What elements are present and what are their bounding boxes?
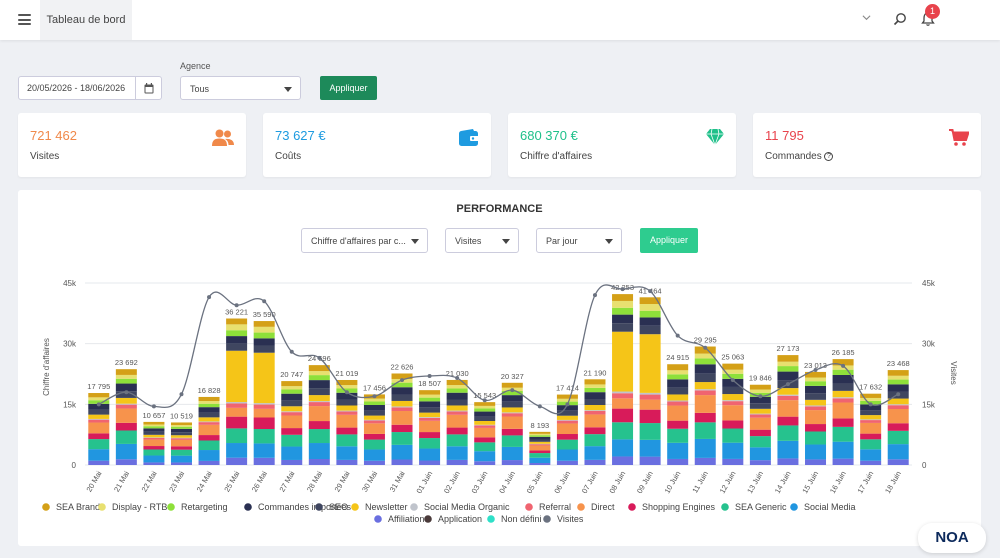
users-icon xyxy=(212,129,234,152)
apply-filters-button[interactable]: Appliquer xyxy=(320,76,377,100)
secondary-metric-select[interactable]: Visites xyxy=(445,228,519,253)
kpi-card-visits: 721 462 Visites xyxy=(18,113,246,177)
secondary-metric-value: Visites xyxy=(455,236,482,246)
kpi-visits-value: 721 462 xyxy=(30,128,77,143)
kpi-card-orders: 11 795 Commandes ? xyxy=(753,113,981,177)
performance-panel: PERFORMANCE Chiffre d'affaires par c... … xyxy=(18,190,981,546)
metric-select-value: Chiffre d'affaires par c... xyxy=(311,236,406,246)
diamond-icon xyxy=(706,128,724,150)
apply-performance-button[interactable]: Appliquer xyxy=(640,228,698,253)
kpi-revenue-value: 680 370 € xyxy=(520,128,578,143)
menu-icon[interactable] xyxy=(18,14,31,25)
notification-badge: 1 xyxy=(925,4,940,19)
kpi-orders-label-text: Commandes xyxy=(765,151,822,162)
chevron-down-icon[interactable] xyxy=(862,13,871,25)
agency-select[interactable]: Tous xyxy=(180,76,301,100)
kpi-card-revenue: 680 370 € Chiffre d'affaires xyxy=(508,113,736,177)
cart-icon xyxy=(949,129,970,152)
kpi-orders-value: 11 795 xyxy=(765,128,804,143)
metric-select[interactable]: Chiffre d'affaires par c... xyxy=(301,228,428,253)
kpi-card-costs: 73 627 € Coûts xyxy=(263,113,491,177)
kpi-revenue-label: Chiffre d'affaires xyxy=(520,151,593,162)
tab-dashboard[interactable]: Tableau de bord xyxy=(40,0,132,40)
kpi-costs-label: Coûts xyxy=(275,151,302,162)
period-select-value: Par jour xyxy=(546,236,578,246)
agency-select-value: Tous xyxy=(190,84,210,94)
date-range-input[interactable]: 20/05/2026 - 18/06/2026 xyxy=(18,76,162,100)
wallet-icon xyxy=(459,129,479,151)
top-bar: Tableau de bord 1 xyxy=(0,0,1000,40)
caret-down-icon xyxy=(605,239,613,244)
help-icon[interactable]: ? xyxy=(824,151,834,161)
search-icon[interactable] xyxy=(893,12,907,31)
kpi-costs-value: 73 627 € xyxy=(275,128,326,143)
caret-down-icon xyxy=(502,239,510,244)
caret-down-icon xyxy=(284,87,292,92)
performance-title: PERFORMANCE xyxy=(456,203,543,215)
calendar-icon[interactable] xyxy=(135,77,161,99)
caret-down-icon xyxy=(411,239,419,244)
date-range-value: 20/05/2026 - 18/06/2026 xyxy=(27,83,126,93)
period-select[interactable]: Par jour xyxy=(536,228,622,253)
agency-label: Agence xyxy=(180,61,211,71)
noa-logo[interactable]: NOA xyxy=(918,523,986,553)
kpi-orders-label: Commandes ? xyxy=(765,151,834,162)
kpi-visits-label: Visites xyxy=(30,151,60,162)
